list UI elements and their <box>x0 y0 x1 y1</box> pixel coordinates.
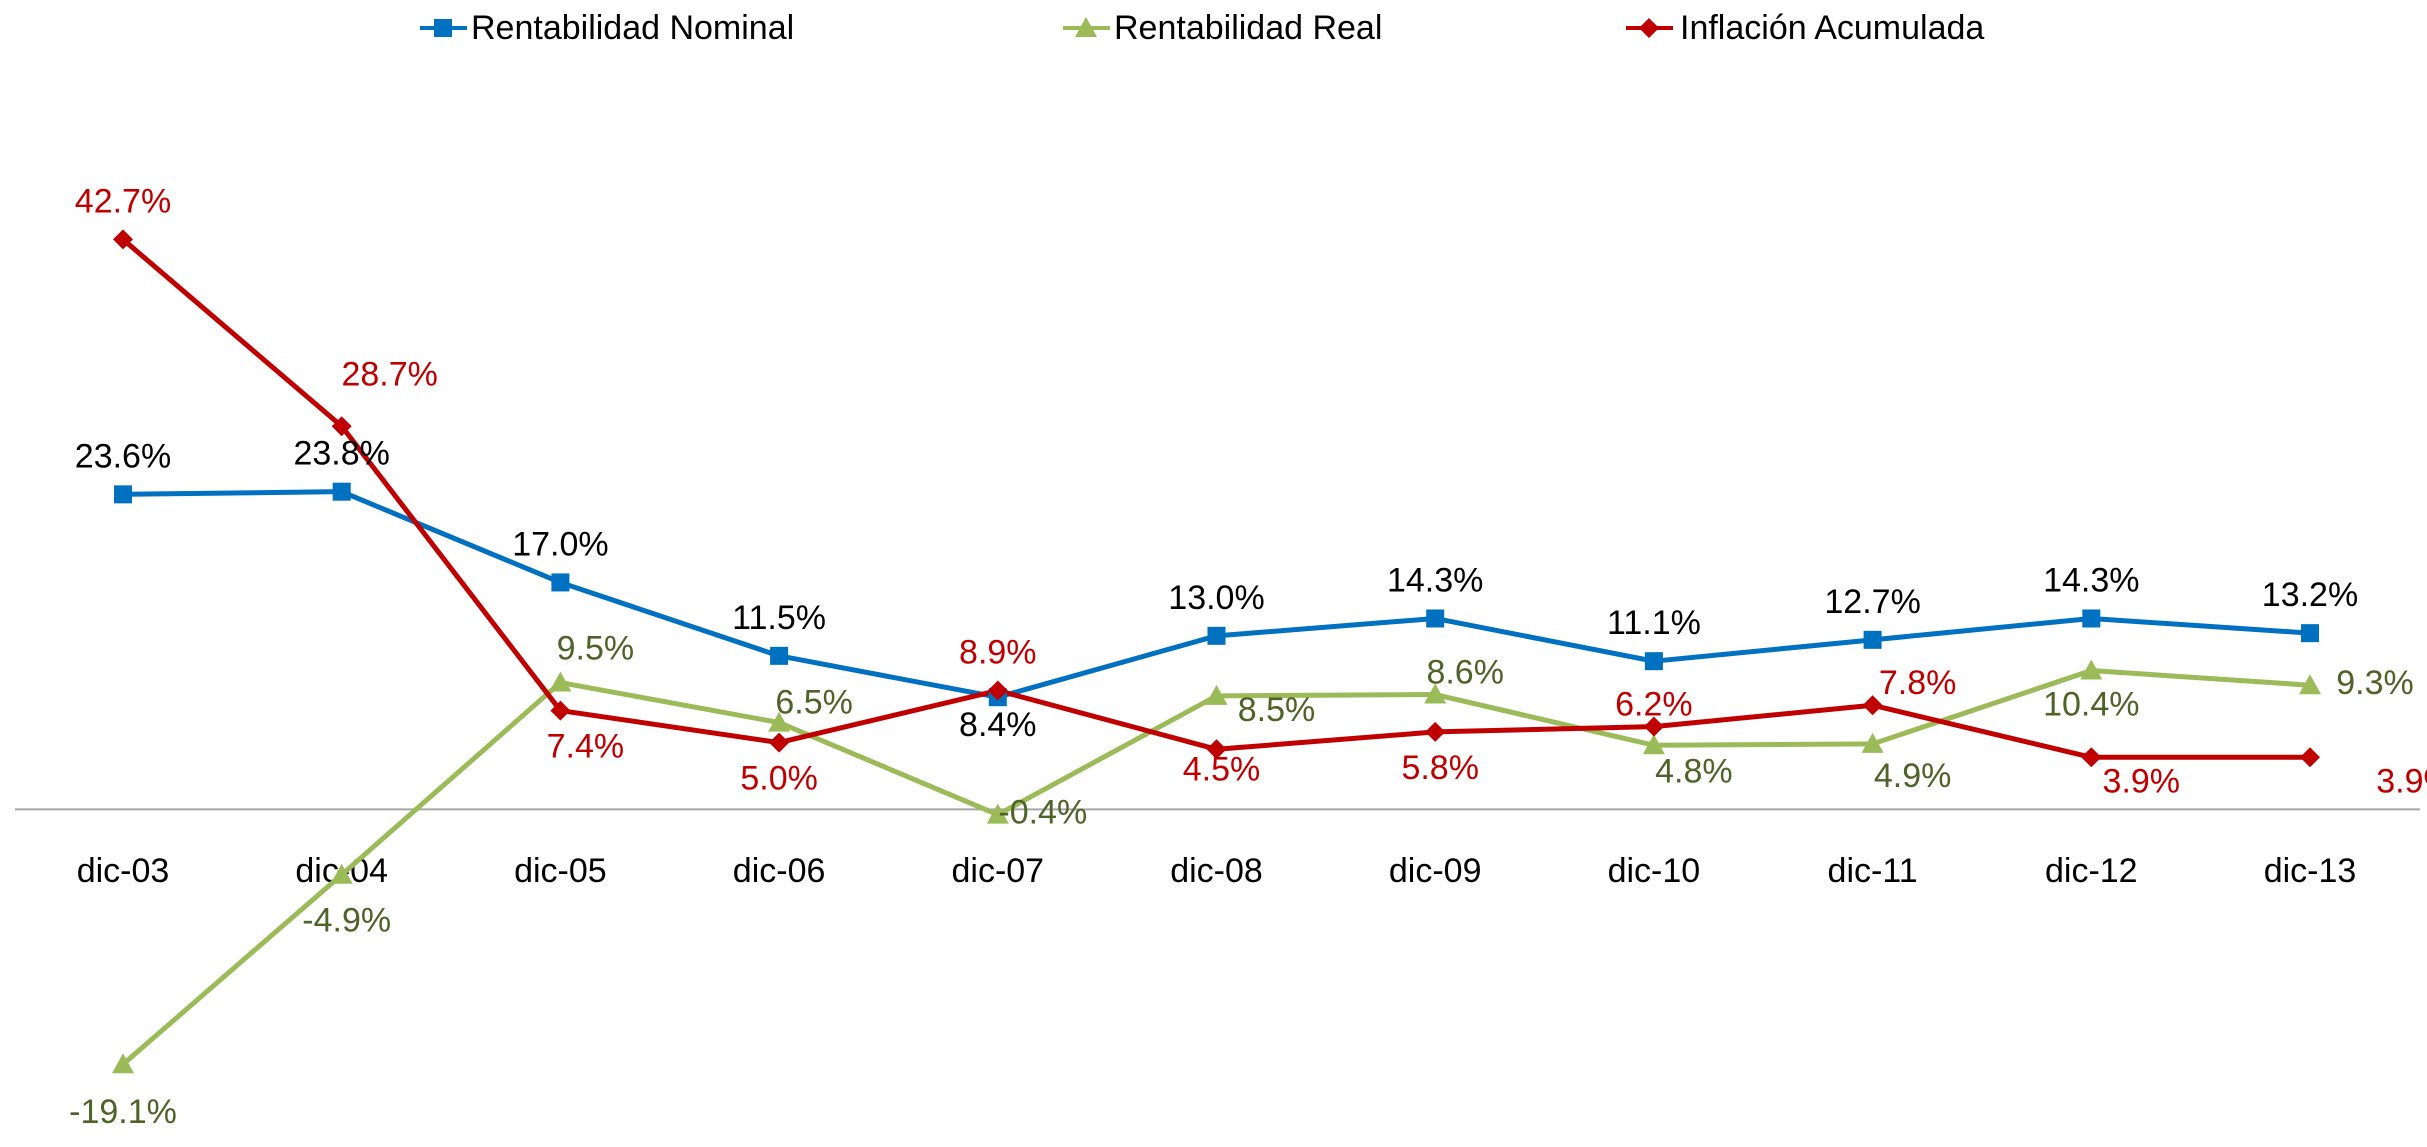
data-label: 8.9% <box>959 634 1037 672</box>
data-label: 8.4% <box>959 706 1037 744</box>
marker <box>1643 716 1664 737</box>
marker <box>1207 626 1226 645</box>
x-tick-label: dic-03 <box>77 852 170 890</box>
data-label: 28.7% <box>341 355 437 393</box>
marker <box>1863 630 1882 649</box>
data-label: 42.7% <box>75 182 171 220</box>
marker <box>1205 684 1228 705</box>
data-label: 13.2% <box>2262 576 2358 614</box>
marker <box>2080 659 2103 680</box>
data-label: 4.5% <box>1183 750 1261 788</box>
marker <box>114 485 132 504</box>
data-label: 3.9% <box>2103 762 2181 800</box>
data-label: 7.8% <box>1879 664 1957 702</box>
marker <box>1642 734 1665 755</box>
data-label: 5.8% <box>1401 749 1479 787</box>
marker <box>2299 674 2321 695</box>
marker <box>2300 747 2320 768</box>
x-tick-label: dic-06 <box>733 852 826 890</box>
marker <box>1075 17 1097 37</box>
data-label: 5.0% <box>740 760 818 798</box>
data-label: 9.3% <box>2336 664 2414 702</box>
x-tick-label: dic-09 <box>1389 852 1482 890</box>
data-label: 8.6% <box>1426 654 1504 692</box>
data-label: 10.4% <box>2043 686 2139 724</box>
x-tick-label: dic-07 <box>951 852 1044 890</box>
marker <box>1426 609 1445 628</box>
data-label: 23.8% <box>293 435 389 473</box>
data-label: 14.3% <box>2043 561 2139 599</box>
marker <box>332 482 351 501</box>
legend-label: Inflación Acumulada <box>1680 9 1984 47</box>
legend-label: Rentabilidad Nominal <box>471 9 794 47</box>
marker <box>768 711 791 732</box>
marker <box>1644 652 1663 671</box>
marker <box>551 573 570 592</box>
data-label: 8.5% <box>1238 691 1316 729</box>
legend-label: Rentabilidad Real <box>1114 9 1382 47</box>
marker <box>769 732 790 753</box>
marker <box>434 19 452 37</box>
marker <box>987 680 1008 701</box>
data-label: 4.9% <box>1874 757 1952 795</box>
data-label: 6.5% <box>775 684 853 722</box>
data-label: 6.2% <box>1615 686 1693 724</box>
x-tick-label: dic-08 <box>1170 852 1263 890</box>
marker <box>112 1053 134 1074</box>
x-tick-label: dic-11 <box>1828 852 1918 890</box>
data-label: 11.5% <box>732 599 826 637</box>
marker <box>2301 624 2319 643</box>
series-line <box>121 237 2310 760</box>
marker <box>1639 18 1659 38</box>
marker <box>2081 747 2102 768</box>
data-label: 9.5% <box>557 630 635 668</box>
x-tick-label: dic-10 <box>1608 852 1701 890</box>
data-label: 13.0% <box>1168 579 1264 617</box>
marker <box>770 646 789 665</box>
x-tick-label: dic-05 <box>514 852 607 890</box>
data-label: 12.7% <box>1824 583 1920 621</box>
data-label: 11.1% <box>1607 604 1701 642</box>
marker <box>550 700 571 721</box>
marker <box>1425 721 1446 742</box>
data-label: 14.3% <box>1387 561 1483 599</box>
data-label: 17.0% <box>512 525 608 563</box>
data-label: -4.9% <box>302 902 391 940</box>
marker <box>2082 609 2101 628</box>
marker <box>330 863 353 884</box>
data-label: 7.4% <box>547 728 625 766</box>
data-label: 3.9% <box>2376 762 2427 800</box>
marker <box>1862 695 1883 716</box>
x-tick-label: dic-13 <box>2264 852 2357 890</box>
marker <box>986 803 1009 824</box>
marker <box>1861 732 1884 753</box>
marker <box>549 671 572 692</box>
data-label: -19.1% <box>69 1093 177 1131</box>
marker <box>1206 739 1227 760</box>
data-label: 23.6% <box>75 437 171 475</box>
marker <box>1424 683 1447 704</box>
marker <box>331 416 352 437</box>
data-label: -0.4% <box>998 794 1087 832</box>
x-tick-label: dic-12 <box>2045 852 2138 890</box>
data-label: 4.8% <box>1655 752 1733 790</box>
marker <box>113 229 133 250</box>
